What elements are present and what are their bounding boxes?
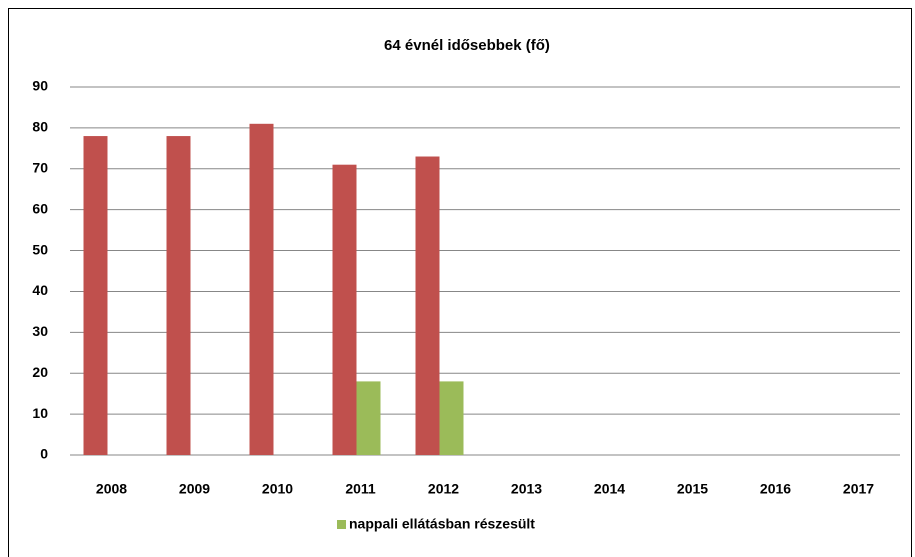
bar xyxy=(83,136,108,456)
legend-label: nappali ellátásban részesült xyxy=(349,516,535,532)
y-tick-label: 80 xyxy=(32,119,48,135)
x-tick-label: 2010 xyxy=(262,481,293,497)
bar xyxy=(356,381,381,455)
y-tick-label: 50 xyxy=(32,241,48,257)
y-tick-label: 90 xyxy=(32,78,48,94)
y-tick-label: 0 xyxy=(40,446,48,462)
x-tick-label: 2015 xyxy=(677,481,708,497)
x-tick-label: 2017 xyxy=(843,481,874,497)
y-tick-label: 20 xyxy=(32,364,48,380)
x-tick-label: 2016 xyxy=(760,481,791,497)
bar xyxy=(415,156,440,455)
y-tick-label: 40 xyxy=(32,282,48,298)
x-tick-label: 2009 xyxy=(179,481,210,497)
legend-swatch xyxy=(337,520,346,529)
x-tick-label: 2008 xyxy=(96,481,127,497)
y-tick-label: 10 xyxy=(32,405,48,421)
bar xyxy=(439,381,464,455)
chart-border xyxy=(8,8,912,557)
x-tick-label: 2013 xyxy=(511,481,542,497)
y-tick-label: 70 xyxy=(32,159,48,175)
x-tick-label: 2014 xyxy=(594,481,625,497)
bar xyxy=(166,136,191,456)
bar xyxy=(332,164,357,455)
y-tick-label: 30 xyxy=(32,323,48,339)
chart-title: 64 évnél idősebbek (fő) xyxy=(384,37,550,54)
x-tick-label: 2011 xyxy=(345,481,376,497)
x-tick-label: 2012 xyxy=(428,481,459,497)
y-tick-label: 60 xyxy=(32,200,48,216)
bar xyxy=(249,123,274,456)
